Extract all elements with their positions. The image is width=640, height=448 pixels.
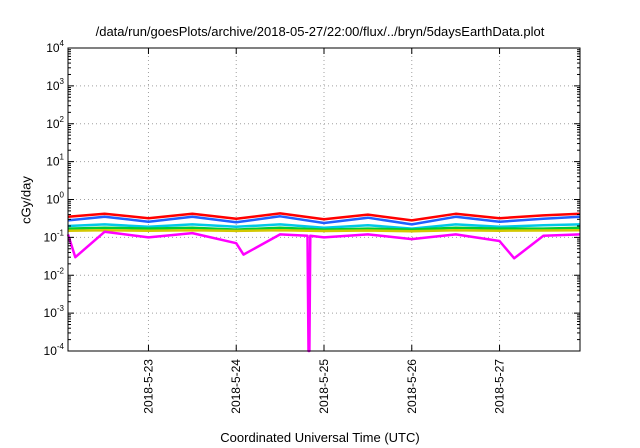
y-tick-label: 104 [46,39,64,55]
y-tick-base: 10 [46,117,60,131]
y-tick-exponent: 4 [60,39,65,48]
series-line-cyan [67,223,581,230]
x-tick-label: 2018-5-27 [493,359,507,414]
x-axis-label: Coordinated Universal Time (UTC) [220,430,420,445]
y-tick-base: 10 [44,344,58,358]
series-line-green [67,226,581,231]
y-tick-base: 10 [46,79,60,93]
y-tick-exponent: 1 [60,153,65,162]
y-tick-base: 10 [44,306,58,320]
y-tick-exponent: -4 [57,342,65,351]
y-tick-exponent: -2 [57,266,65,275]
y-tick-exponent: -1 [57,228,65,237]
y-tick-label: 101 [46,153,64,169]
x-tick-label: 2018-5-24 [229,359,243,414]
y-tick-base: 10 [44,268,58,282]
y-tick-base: 10 [44,230,58,244]
y-tick-exponent: 3 [60,77,65,86]
x-tick-label: 2018-5-25 [317,359,331,414]
y-tick-exponent: -3 [57,304,65,313]
series-line-blue [67,215,581,226]
chart-title: /data/run/goesPlots/archive/2018-05-27/2… [95,24,545,39]
ticks: 10-410-310-210-11001011021031042018-5-23… [44,39,580,414]
y-tick-exponent: 2 [60,115,65,124]
y-tick-label: 102 [46,115,64,131]
y-tick-label: 10-4 [44,342,65,358]
y-tick-label: 10-3 [44,304,65,320]
y-tick-exponent: 0 [60,191,65,200]
x-tick-label: 2018-5-23 [141,359,155,414]
series-line-magenta [66,230,581,353]
y-tick-base: 10 [46,41,60,55]
x-tick-label: 2018-5-26 [405,359,419,414]
y-tick-label: 103 [46,77,64,93]
y-tick-base: 10 [46,193,60,207]
y-tick-base: 10 [46,155,60,169]
grid [68,48,580,351]
series-line-yellow [67,228,581,233]
y-tick-label: 10-2 [44,266,65,282]
series-group [66,212,581,353]
series-line-red [67,212,581,222]
y-tick-label: 100 [46,191,64,207]
y-tick-label: 10-1 [44,228,65,244]
